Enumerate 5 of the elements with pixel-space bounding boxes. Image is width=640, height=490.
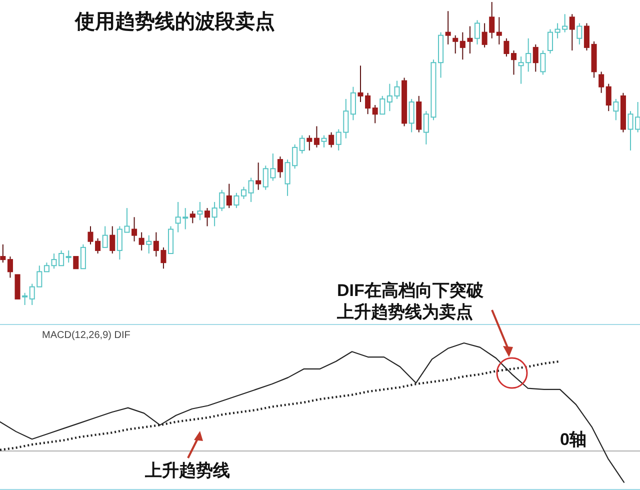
ref-line-label: 0轴 [560,430,586,449]
chart-title: MACD(12,26,9) DIF [42,330,130,341]
chart-title: 使用趋势线的波段卖点 [74,11,275,33]
annotation: 上升趋势线 [144,461,230,480]
annotation: DIF在高档向下突破上升趋势线为卖点 [336,281,484,322]
